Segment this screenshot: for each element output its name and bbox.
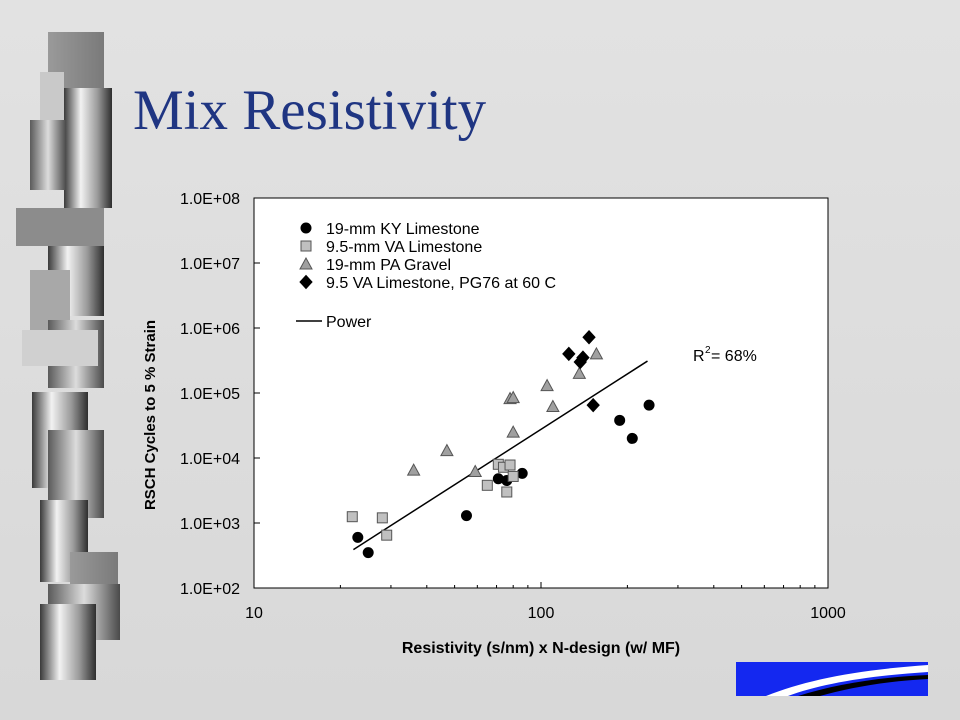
annotation-r-superscript: 2: [705, 345, 711, 356]
legend-label-fit: Power: [326, 314, 372, 331]
annotation-r-value: = 68%: [711, 348, 757, 365]
data-point-series-2: [507, 470, 519, 482]
power-fit-line: [352, 360, 648, 551]
data-point-series-3: [406, 463, 421, 476]
legend-marker-series-4: [299, 274, 313, 290]
data-point-series-1: [516, 467, 528, 479]
legend-marker-series-3: [299, 256, 313, 270]
data-point-series-1: [460, 510, 472, 522]
data-point-series-3: [589, 346, 604, 360]
y-tick-label: 1.0E+08: [180, 191, 240, 208]
data-point-series-3: [540, 378, 554, 392]
annotation-r-label: R: [693, 348, 705, 365]
data-point-series-4: [576, 350, 590, 365]
y-tick-label: 1.0E+05: [180, 386, 240, 403]
x-axis-label: Resistivity (s/nm) x N-design (w/ MF): [402, 640, 680, 657]
data-point-series-2: [501, 486, 513, 498]
data-point-series-2: [376, 512, 388, 524]
highway-logo: [736, 662, 928, 696]
y-axis-label: RSCH Cycles to 5 % Strain: [142, 320, 159, 510]
y-tick-label: 1.0E+04: [180, 451, 240, 468]
y-tick-label: 1.0E+03: [180, 516, 240, 533]
decorative-cylinders: [16, 32, 120, 680]
scatter-chart: 1.0E+02 1.0E+03 1.0E+04 1.0E+05 1.0E+06 1.0E+…: [142, 191, 846, 657]
data-point-series-2: [504, 459, 516, 471]
data-point-series-2: [346, 511, 358, 523]
data-point-series-4: [562, 346, 576, 362]
data-point-series-1: [352, 531, 364, 543]
data-point-series-4: [582, 330, 596, 345]
data-point-series-3: [572, 366, 587, 379]
slide-title: Mix Resistivity: [133, 79, 487, 142]
y-tick-label: 1.0E+07: [180, 256, 240, 273]
data-point-series-3: [546, 399, 560, 412]
data-point-series-4: [586, 397, 600, 413]
x-tick-label: 1000: [810, 605, 846, 622]
plot-area: [253, 197, 829, 589]
legend-label-series-3: 19-mm PA Gravel: [326, 257, 451, 274]
legend-marker-series-1: [300, 222, 312, 234]
data-point-series-2: [381, 529, 393, 541]
data-point-series-2: [481, 479, 493, 491]
data-point-series-3: [506, 390, 521, 404]
legend-marker-series-2: [300, 240, 312, 252]
y-tick-label: 1.0E+06: [180, 321, 240, 338]
data-point-series-1: [362, 547, 374, 559]
legend-label-series-4: 9.5 VA Limestone, PG76 at 60 C: [326, 275, 556, 292]
data-point-series-1: [643, 399, 655, 411]
x-tick-label: 100: [528, 605, 555, 622]
legend-label-series-1: 19-mm KY Limestone: [326, 221, 480, 238]
logo-road-lane: [798, 675, 928, 696]
data-point-series-3: [440, 443, 454, 457]
x-tick-label: 10: [245, 605, 263, 622]
data-point-series-1: [626, 432, 638, 444]
logo-road-stripe: [766, 665, 928, 696]
data-point-series-3: [506, 425, 521, 438]
data-point-series-3: [468, 464, 483, 477]
legend-label-series-2: 9.5-mm VA Limestone: [326, 239, 482, 256]
data-point-series-1: [614, 414, 626, 426]
y-tick-label: 1.0E+02: [180, 581, 240, 598]
